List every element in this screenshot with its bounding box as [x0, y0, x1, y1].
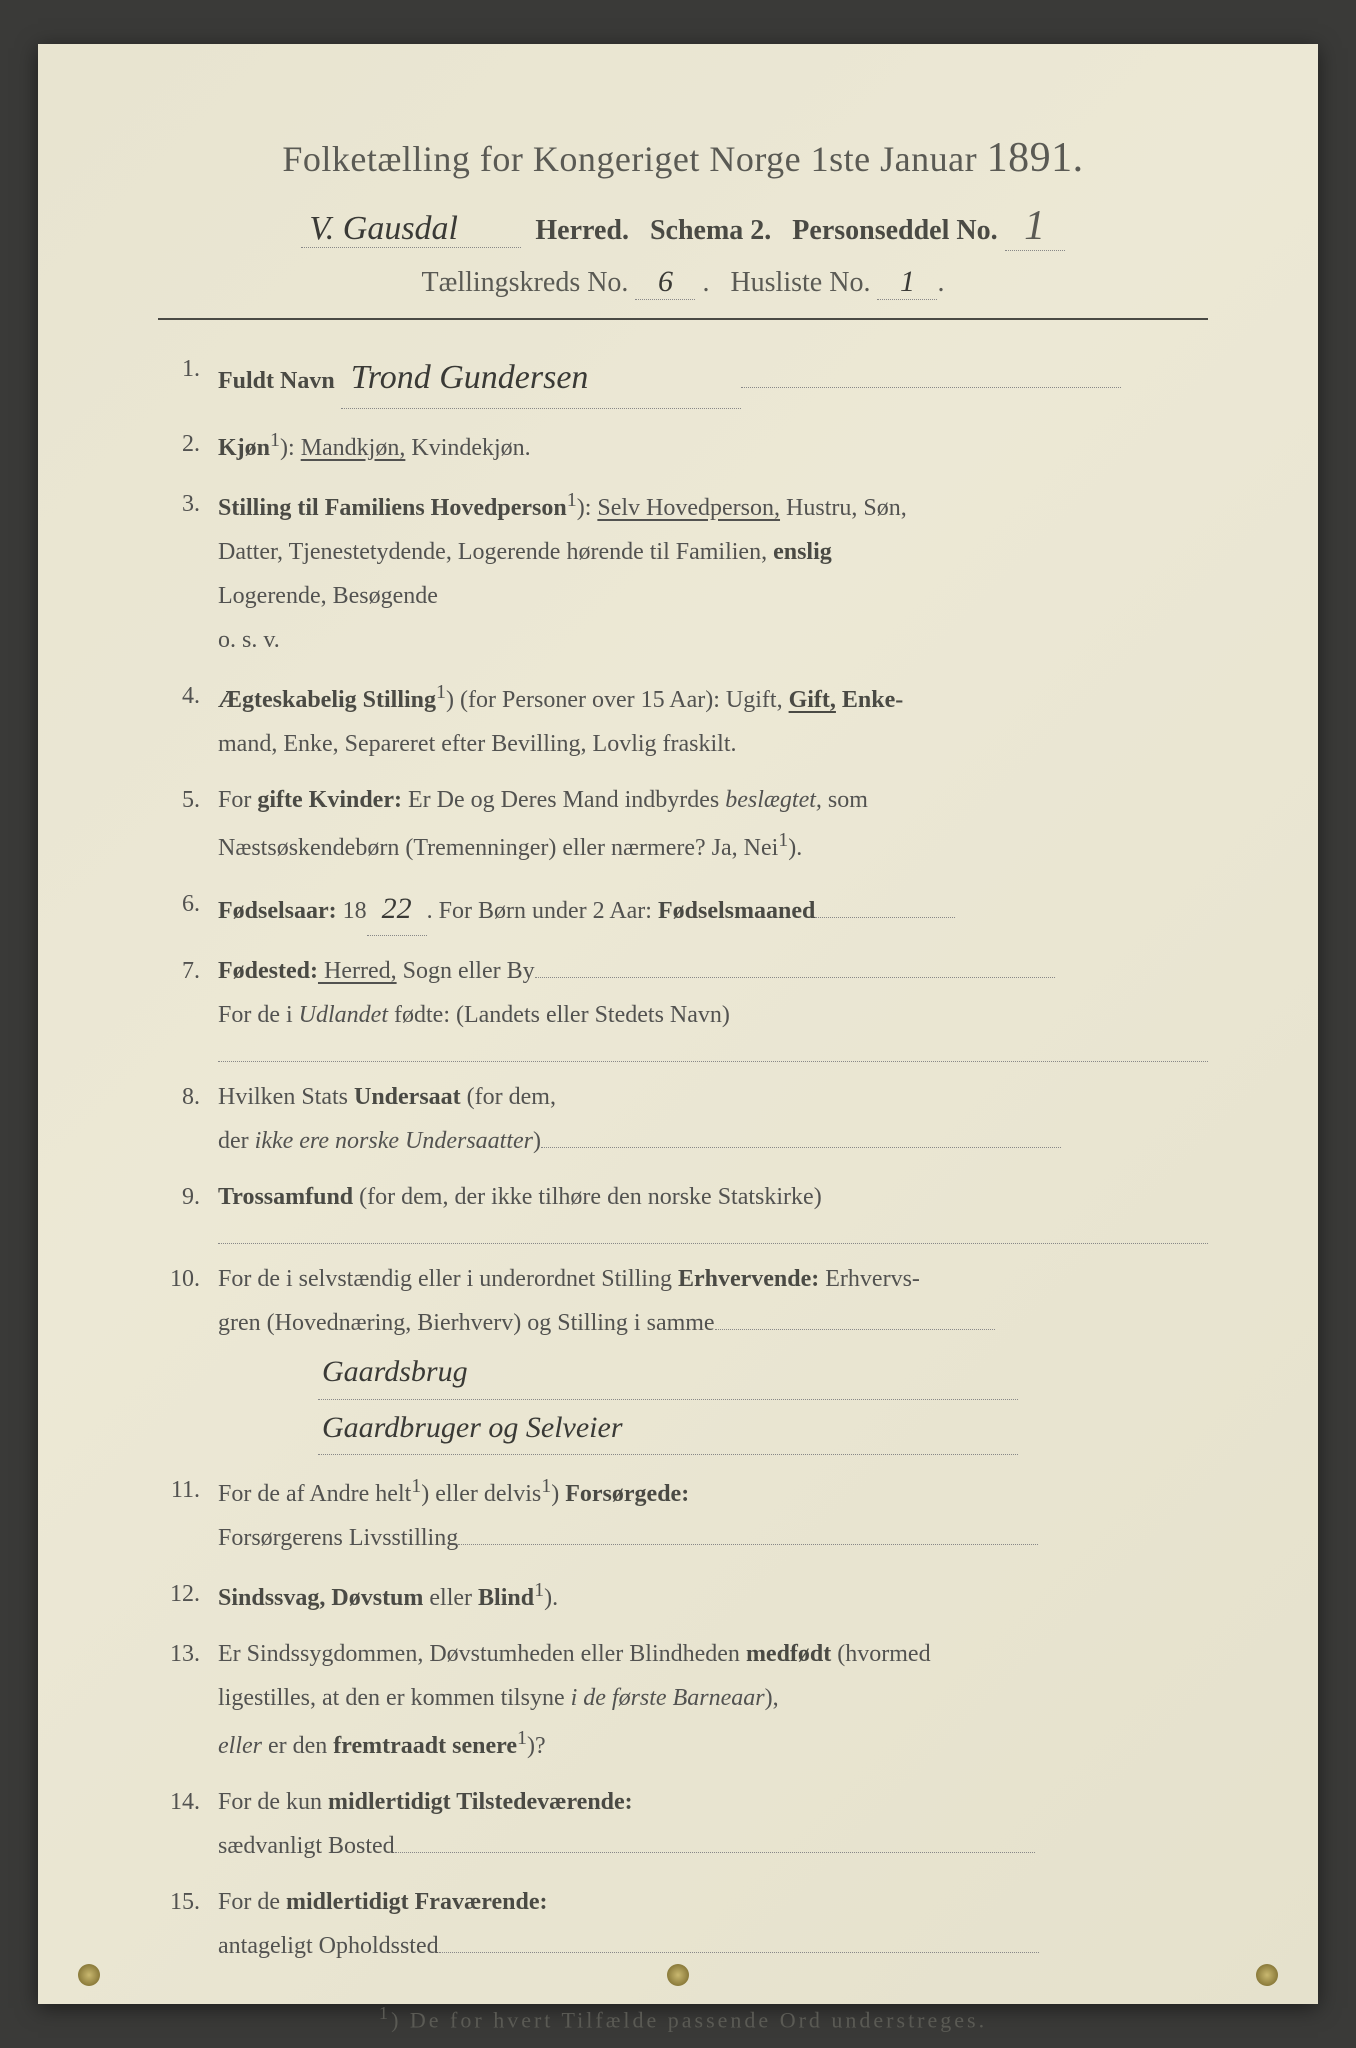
item-body: For de kun midlertidigt Tilstedeværende:…: [218, 1781, 1208, 1867]
item-num: 5.: [166, 779, 218, 869]
birth-year: 22: [367, 883, 427, 937]
item-body: Stilling til Familiens Hovedperson1): Se…: [218, 483, 1208, 661]
item-num: 1.: [166, 348, 218, 409]
item-body: For gifte Kvinder: Er De og Deres Mand i…: [218, 779, 1208, 869]
header-line-3: Tællingskreds No. 6 . Husliste No. 1.: [158, 265, 1208, 300]
item-body: For de i selvstændig eller i underordnet…: [218, 1258, 1208, 1455]
label: Fuldt Navn: [218, 368, 335, 394]
item-num: 10.: [166, 1258, 218, 1455]
herred-label: Herred.: [535, 215, 629, 246]
item-body: Kjøn1): Mandkjøn, Kvindekjøn.: [218, 423, 1208, 469]
item-15: 15. For de midlertidigt Fraværende: anta…: [166, 1881, 1208, 1967]
item-5: 5. For gifte Kvinder: Er De og Deres Man…: [166, 779, 1208, 869]
title-year: 1891.: [987, 135, 1084, 181]
item-body: Hvilken Stats Undersaat (for dem, der ik…: [218, 1076, 1208, 1162]
husliste-label: Husliste No.: [730, 267, 870, 298]
item-num: 12.: [166, 1573, 218, 1619]
item-body: For de midlertidigt Fraværende: antageli…: [218, 1881, 1208, 1967]
schema-label: Schema 2.: [650, 215, 771, 246]
item-10: 10. For de i selvstændig eller i underor…: [166, 1258, 1208, 1455]
item-num: 11.: [166, 1469, 218, 1559]
item-body: Fødselsaar: 1822. For Børn under 2 Aar: …: [218, 883, 1208, 937]
header-divider: [158, 318, 1208, 320]
item-14: 14. For de kun midlertidigt Tilstedevære…: [166, 1781, 1208, 1867]
personseddel-label: Personseddel No.: [792, 215, 997, 246]
item-13: 13. Er Sindssygdommen, Døvstumheden elle…: [166, 1633, 1208, 1767]
item-num: 4.: [166, 675, 218, 765]
taellingskreds-no: 6: [635, 265, 695, 300]
item-body: Trossamfund (for dem, der ikke tilhøre d…: [218, 1176, 1208, 1244]
item-num: 15.: [166, 1881, 218, 1967]
item-body: Sindssvag, Døvstum eller Blind1).: [218, 1573, 1208, 1619]
form-title: Folketælling for Kongeriget Norge 1ste J…: [158, 134, 1208, 182]
census-form-page: Folketælling for Kongeriget Norge 1ste J…: [38, 44, 1318, 2004]
item-num: 14.: [166, 1781, 218, 1867]
item-12: 12. Sindssvag, Døvstum eller Blind1).: [166, 1573, 1208, 1619]
item-num: 3.: [166, 483, 218, 661]
item-11: 11. For de af Andre helt1) eller delvis1…: [166, 1469, 1208, 1559]
item-num: 2.: [166, 423, 218, 469]
item-body: Fuldt Navn Trond Gundersen: [218, 348, 1208, 409]
item-3: 3. Stilling til Familiens Hovedperson1):…: [166, 483, 1208, 661]
personseddel-no: 1: [1005, 202, 1065, 251]
item-9: 9. Trossamfund (for dem, der ikke tilhør…: [166, 1176, 1208, 1244]
item-num: 13.: [166, 1633, 218, 1767]
item-body: Fødested: Herred, Sogn eller By For de i…: [218, 950, 1208, 1062]
item-4: 4. Ægteskabelig Stilling1) (for Personer…: [166, 675, 1208, 765]
rivet-icon: [1256, 1964, 1278, 1986]
item-1: 1. Fuldt Navn Trond Gundersen: [166, 348, 1208, 409]
header-line-2: V. Gausdal Herred. Schema 2. Personsedde…: [158, 202, 1208, 251]
taellingskreds-label: Tællingskreds No.: [422, 267, 629, 298]
item-num: 7.: [166, 950, 218, 1062]
item-6: 6. Fødselsaar: 1822. For Børn under 2 Aa…: [166, 883, 1208, 937]
herred-handwritten: V. Gausdal: [301, 214, 521, 248]
item-7: 7. Fødested: Herred, Sogn eller By For d…: [166, 950, 1208, 1062]
rivet-icon: [667, 1964, 689, 1986]
item-num: 9.: [166, 1176, 218, 1244]
item-8: 8. Hvilken Stats Undersaat (for dem, der…: [166, 1076, 1208, 1162]
title-text: Folketælling for Kongeriget Norge 1ste J…: [282, 139, 977, 179]
rivet-icon: [78, 1964, 100, 1986]
item-body: Ægteskabelig Stilling1) (for Personer ov…: [218, 675, 1208, 765]
item-num: 6.: [166, 883, 218, 937]
form-items: 1. Fuldt Navn Trond Gundersen 2. Kjøn1):…: [158, 348, 1208, 1967]
husliste-no: 1: [877, 265, 937, 300]
item-2: 2. Kjøn1): Mandkjøn, Kvindekjøn.: [166, 423, 1208, 469]
item-body: For de af Andre helt1) eller delvis1) Fo…: [218, 1469, 1208, 1559]
name-field: Trond Gundersen: [341, 348, 741, 409]
item-num: 8.: [166, 1076, 218, 1162]
footnote: 1) De for hvert Tilfælde passende Ord un…: [158, 2003, 1208, 2033]
item-body: Er Sindssygdommen, Døvstumheden eller Bl…: [218, 1633, 1208, 1767]
form-header: Folketælling for Kongeriget Norge 1ste J…: [158, 134, 1208, 300]
